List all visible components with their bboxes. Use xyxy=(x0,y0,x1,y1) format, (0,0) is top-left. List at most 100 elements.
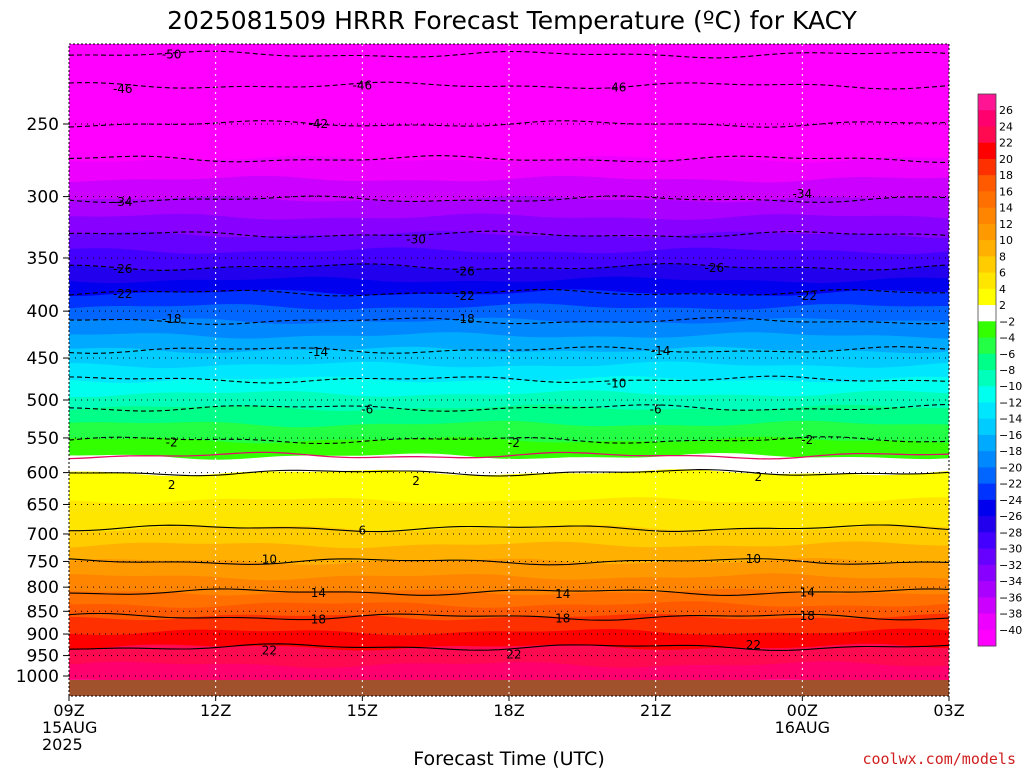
colorbar-label: 16 xyxy=(999,185,1013,198)
colorbar-label: −24 xyxy=(999,494,1022,507)
y-tick-label: 550 xyxy=(27,429,59,449)
colorbar-swatch xyxy=(978,564,996,582)
contour-label-text: 18 xyxy=(800,609,815,623)
colorbar-label: 6 xyxy=(999,267,1006,280)
colorbar-label: 26 xyxy=(999,104,1013,117)
contour-label-text: 2 xyxy=(755,470,763,484)
x-tick-label: 18Z xyxy=(493,701,524,720)
contour-label-text: 6 xyxy=(359,524,367,538)
contour-label: 14 xyxy=(800,586,815,600)
contour-label: -14 xyxy=(309,345,329,359)
colorbar-swatch xyxy=(978,110,996,127)
x-tick-label: 2025 xyxy=(42,735,83,754)
colorbar-frame xyxy=(977,93,997,647)
colorbar-swatch xyxy=(978,142,996,160)
contour-label-text: -14 xyxy=(309,345,329,359)
colorbar-label: 18 xyxy=(999,169,1013,182)
x-tick-label: 16AUG xyxy=(775,718,830,737)
colorbar-swatch xyxy=(978,483,996,501)
colorbar-label: −4 xyxy=(999,332,1015,345)
colorbar-swatch xyxy=(978,305,996,322)
contour-label-text: -50 xyxy=(162,48,182,62)
contour-label-text: 22 xyxy=(262,644,277,658)
contour-label-text: -30 xyxy=(406,232,426,246)
contour-label-text: 18 xyxy=(311,613,326,627)
y-tick-label: 350 xyxy=(27,249,59,269)
colorbar-swatch xyxy=(978,548,996,566)
contour-label-text: -2 xyxy=(166,435,178,449)
contour-label: 18 xyxy=(555,612,570,626)
colorbar-label: −8 xyxy=(999,364,1015,377)
y-tick-label: 800 xyxy=(27,578,59,598)
contour-label-text: -18 xyxy=(455,312,475,326)
colorbar-swatch xyxy=(978,451,996,468)
isotherm-2 xyxy=(69,469,949,477)
colorbar-swatch xyxy=(978,207,996,225)
y-tick-label: 450 xyxy=(27,349,59,369)
contour-label: 10 xyxy=(262,552,277,566)
isotherm--6 xyxy=(69,403,949,412)
contour-label: -14 xyxy=(651,344,671,358)
contour-label: 22 xyxy=(262,644,277,658)
contour-label: -18 xyxy=(455,312,475,326)
contour-label: -2 xyxy=(508,436,520,450)
contour-label-text: -26 xyxy=(705,261,725,275)
colorbar-swatch xyxy=(978,516,996,533)
isotherm-22 xyxy=(69,643,949,651)
contour-label-text: -46 xyxy=(113,82,133,96)
y-tick-label: 600 xyxy=(27,464,59,484)
contour-label-text: -26 xyxy=(455,264,475,278)
contour-label-text: 2 xyxy=(168,478,176,492)
x-tick-label: 15AUG xyxy=(42,718,97,737)
colorbar-label: −12 xyxy=(999,396,1022,409)
contour-label-text: -18 xyxy=(162,312,182,326)
contour-label: -2 xyxy=(166,435,178,449)
contour-label: 14 xyxy=(555,587,570,601)
contour-label-text: -34 xyxy=(113,195,133,209)
colorbar-label: −38 xyxy=(999,608,1022,621)
colorbar-label: 2 xyxy=(999,299,1006,312)
colorbar-swatch xyxy=(978,223,996,241)
x-tick-label: 15Z xyxy=(347,701,378,720)
contour-label-text: -46 xyxy=(353,79,373,93)
contour-label: 18 xyxy=(800,609,815,623)
y-tick-label: 850 xyxy=(27,602,59,622)
colorbar-swatch xyxy=(978,418,996,436)
contour-label: 14 xyxy=(311,586,326,600)
colorbar-label: −36 xyxy=(999,591,1022,604)
colorbar-swatch xyxy=(978,353,996,371)
contour-label: -18 xyxy=(162,312,182,326)
x-tick-label: 21Z xyxy=(640,701,671,720)
contour-label-text: -2 xyxy=(801,433,813,447)
colorbar-label: −2 xyxy=(999,315,1015,328)
contour-label-text: 22 xyxy=(506,647,521,661)
colorbar-swatch xyxy=(978,467,996,485)
isotherm--2 xyxy=(69,436,949,445)
colorbar-swatch xyxy=(978,499,996,517)
colorbar-label: −16 xyxy=(999,429,1022,442)
x-tick-label: 03Z xyxy=(933,701,964,720)
colorbar-label: 24 xyxy=(999,120,1013,133)
contour-label: -26 xyxy=(705,261,725,275)
contour-label-text: 14 xyxy=(800,586,815,600)
contour-label-text: -42 xyxy=(309,117,329,131)
y-tick-label: 500 xyxy=(27,391,59,411)
colorbar-label: 12 xyxy=(999,218,1013,231)
contour-label: -2 xyxy=(801,433,813,447)
x-tick-label: 12Z xyxy=(200,701,231,720)
contour-label: 2 xyxy=(412,474,420,488)
colorbar-swatch xyxy=(978,386,996,403)
colorbar-label: −32 xyxy=(999,559,1022,572)
colorbar-label: 22 xyxy=(999,137,1013,150)
colorbar: 26 24 22 20 18 16 14 12 10 8 6 4 2 −2 −4 −6 −8 −10 −12 −14 −… xyxy=(977,93,1022,647)
contour-label-text: -46 xyxy=(607,80,627,94)
colorbar-swatch xyxy=(978,288,996,306)
colorbar-label: −40 xyxy=(999,624,1022,637)
y-tick-label: 250 xyxy=(27,115,59,135)
colorbar-swatch xyxy=(978,321,996,339)
contour-label-text: -34 xyxy=(793,187,813,201)
colorbar-swatch xyxy=(978,158,996,176)
contour-label: -30 xyxy=(406,232,426,246)
contour-label: -22 xyxy=(113,287,133,301)
plot-area: -50-46 -46 -46-42-34-34-30-26 -26 -26-22 -22-… xyxy=(69,44,949,696)
